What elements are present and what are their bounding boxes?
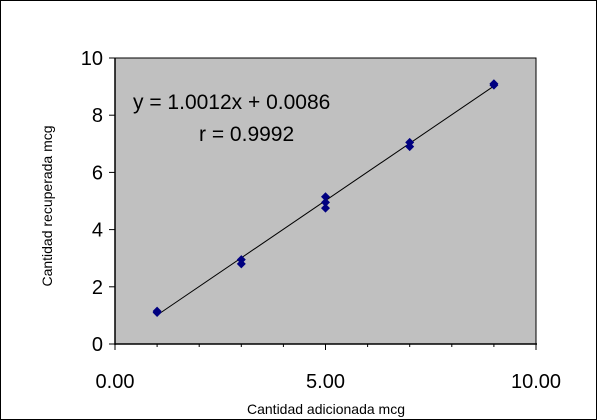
data-point [321, 203, 330, 213]
y-axis-label: Cantidad recuperada mcg [39, 125, 55, 286]
x-tick-label: 5.00 [306, 371, 345, 393]
y-tick-label: 6 [92, 162, 103, 184]
data-point [321, 197, 330, 207]
equation-annotation: y = 1.0012x + 0.0086 [133, 91, 330, 114]
data-point [321, 192, 330, 202]
x-tick-label: 10.00 [511, 371, 561, 393]
tick-labels: 0 2 4 6 8 10 0.00 5.00 10.00 [81, 48, 561, 393]
y-tick-label: 8 [92, 105, 103, 127]
correlation-annotation: r = 0.9992 [199, 123, 294, 146]
data-point [236, 259, 246, 269]
y-tick-label: 0 [92, 334, 103, 356]
data-points [152, 79, 499, 318]
axes [109, 57, 537, 350]
data-point [405, 142, 415, 152]
y-tick-label: 10 [81, 48, 103, 70]
x-axis-label: Cantidad adicionada mcg [247, 401, 405, 417]
y-tick-label: 2 [92, 277, 103, 299]
y-tick-label: 4 [92, 220, 103, 242]
data-point [152, 308, 162, 318]
data-point [489, 80, 499, 90]
x-tick-label: 0.00 [96, 371, 135, 393]
